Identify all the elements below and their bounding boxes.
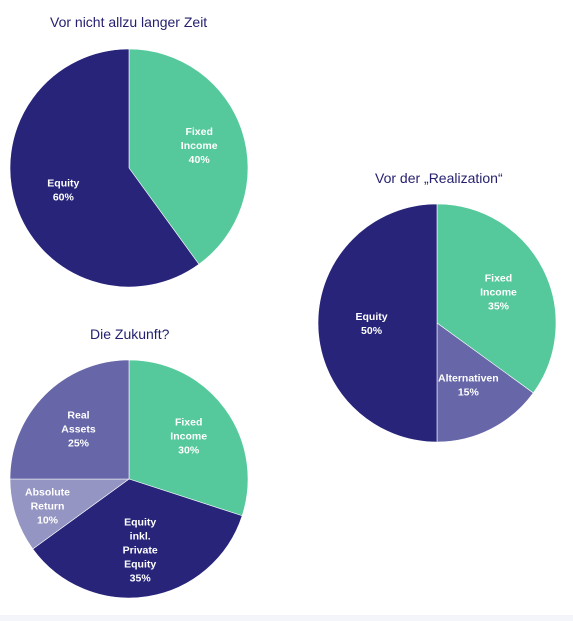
pie-2-slice-1-label: Fixed Income 35% — [480, 273, 517, 313]
chart-title-2: Vor der „Realization“ — [375, 170, 503, 186]
pie-3-slice-3-label: Absolute Return 10% — [25, 486, 70, 526]
pie-2-slice-3 — [317, 203, 438, 443]
pie-1-slice-1-label: Fixed Income 40% — [181, 126, 218, 166]
chart-title-3: Die Zukunft? — [90, 326, 170, 342]
pie-2-slice-1 — [436, 203, 557, 394]
pie-2-slice-3-label: Equity 50% — [356, 311, 388, 337]
pie-3-slice-4 — [9, 359, 130, 480]
chart-title-1: Vor nicht allzu langer Zeit — [50, 14, 208, 30]
pie-3-slice-2 — [32, 478, 243, 599]
pie-2-slice-2 — [436, 322, 534, 443]
pie-3-slice-4-label: Real Assets 25% — [61, 410, 96, 450]
pie-1-slice-1 — [128, 48, 249, 265]
pie-2-slice-2-label: Alternativen 15% — [438, 372, 499, 398]
footer-strip — [0, 615, 573, 621]
pie-1-slice-2-label: Equity 60% — [47, 177, 79, 203]
pie-3-slice-2-label: Equity inkl. Private Equity 35% — [123, 517, 158, 585]
pie-3-slice-3 — [9, 478, 130, 550]
pie-1-slice-2 — [9, 48, 200, 288]
pie-3-slice-1 — [128, 359, 249, 517]
pie-3-slice-1-label: Fixed Income 30% — [170, 417, 207, 457]
